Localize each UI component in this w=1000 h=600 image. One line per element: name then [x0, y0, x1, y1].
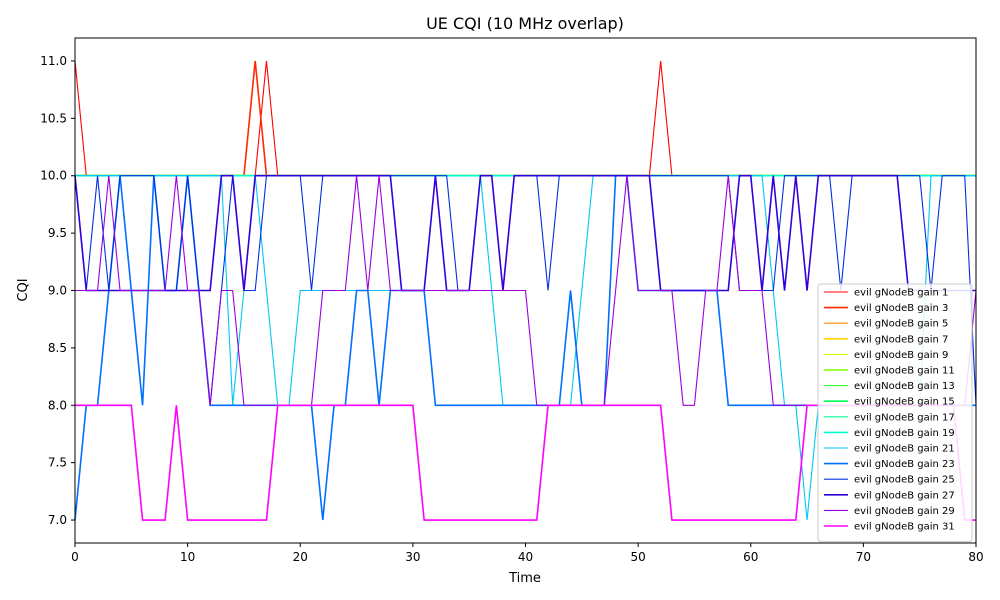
- legend-label: evil gNodeB gain 15: [854, 397, 955, 408]
- legend-label: evil gNodeB gain 23: [854, 459, 955, 470]
- x-tick-label: 30: [405, 550, 420, 564]
- x-tick-label: 50: [630, 550, 645, 564]
- legend-label: evil gNodeB gain 13: [854, 381, 955, 392]
- x-axis-ticks: 0 10 20 30 40 50 60 70 80: [71, 543, 984, 564]
- legend-label: evil gNodeB gain 27: [854, 490, 955, 501]
- legend-label: evil gNodeB gain 9: [854, 350, 948, 361]
- x-axis-label: Time: [508, 571, 541, 586]
- y-tick-label: 7.5: [48, 456, 67, 470]
- legend-label: evil gNodeB gain 1: [854, 288, 948, 299]
- legend-label: evil gNodeB gain 21: [854, 444, 955, 455]
- series-line: [74, 174, 976, 292]
- y-axis-label: CQI: [16, 278, 31, 301]
- y-tick-label: 10.5: [40, 111, 67, 125]
- y-tick-label: 10.0: [40, 169, 67, 183]
- y-tick-label: 8.0: [48, 398, 67, 412]
- chart-title: UE CQI (10 MHz overlap): [426, 14, 624, 33]
- legend-label: evil gNodeB gain 29: [854, 506, 955, 517]
- y-tick-label: 8.5: [48, 341, 67, 355]
- x-tick-label: 80: [968, 550, 983, 564]
- y-tick-label: 9.0: [48, 284, 67, 298]
- legend-label: evil gNodeB gain 25: [854, 475, 955, 486]
- y-axis-ticks: 7.0 7.5 8.0 8.5 9.0 9.5 10.0 10.5 11.0: [40, 54, 75, 527]
- x-tick-label: 40: [518, 550, 533, 564]
- legend-label: evil gNodeB gain 19: [854, 428, 955, 439]
- legend-label: evil gNodeB gain 3: [854, 303, 948, 314]
- legend-label: evil gNodeB gain 11: [854, 366, 955, 377]
- x-tick-label: 60: [743, 550, 758, 564]
- legend-label: evil gNodeB gain 5: [854, 319, 948, 330]
- y-tick-label: 7.0: [48, 513, 67, 527]
- legend-label: evil gNodeB gain 17: [854, 412, 955, 423]
- y-tick-label: 9.5: [48, 226, 67, 240]
- x-tick-label: 20: [293, 550, 308, 564]
- legend-box: [817, 283, 973, 543]
- x-tick-label: 0: [71, 550, 79, 564]
- legend-label: evil gNodeB gain 31: [854, 522, 955, 533]
- legend: evil gNodeB gain 1 evil gNodeB gain 3 evil…: [817, 283, 973, 543]
- x-tick-label: 10: [180, 550, 195, 564]
- x-tick-label: 70: [856, 550, 871, 564]
- y-tick-label: 11.0: [40, 54, 67, 68]
- legend-label: evil gNodeB gain 7: [854, 334, 948, 345]
